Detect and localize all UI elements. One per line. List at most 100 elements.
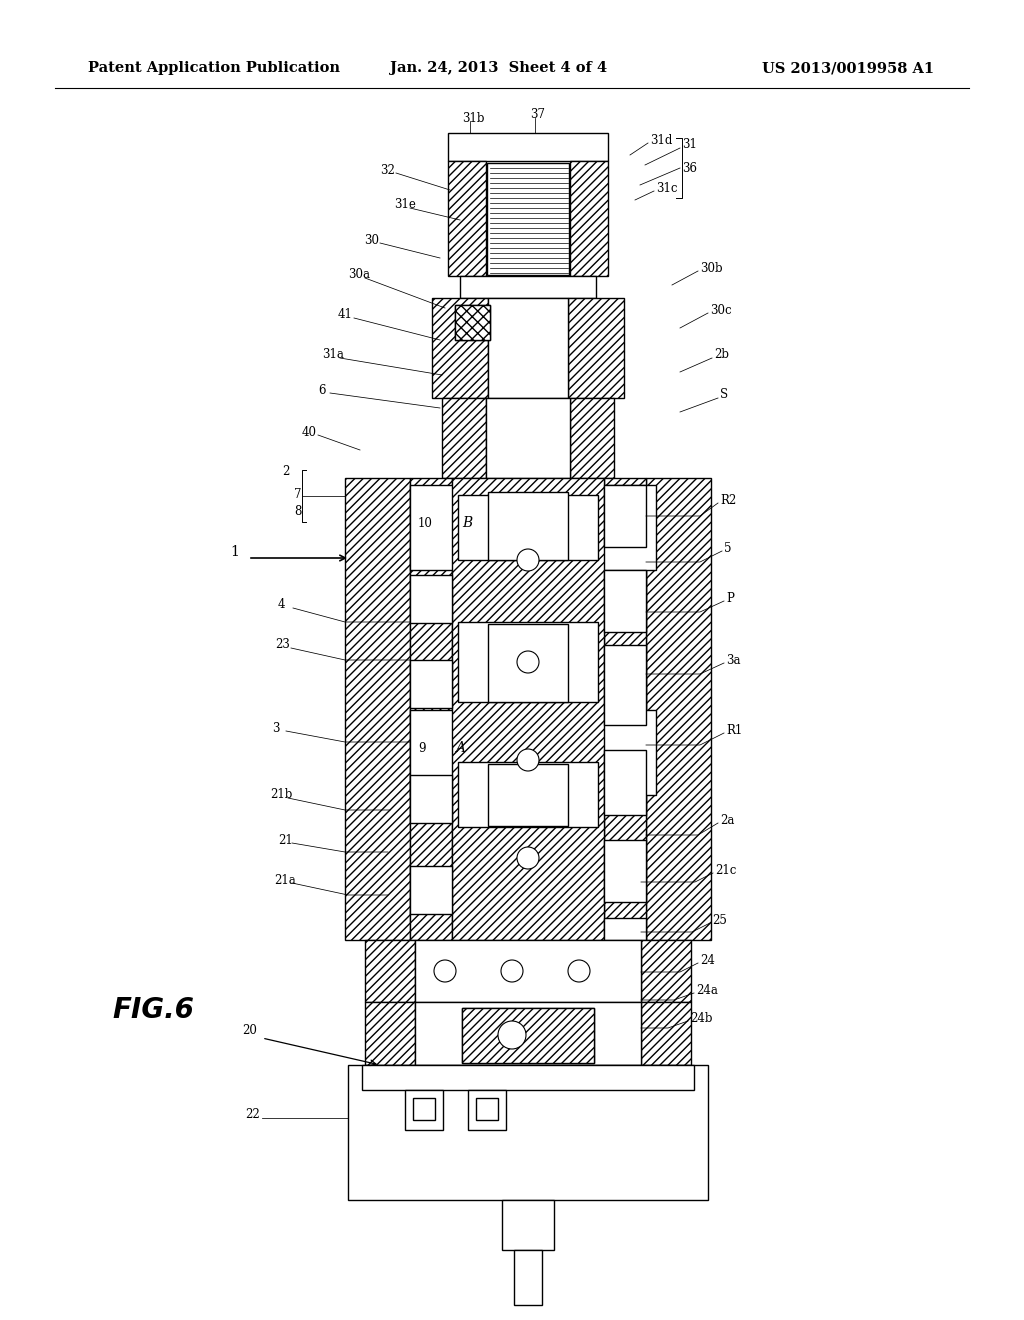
Text: B: B [462,516,472,531]
Text: R1: R1 [726,723,742,737]
Text: 30a: 30a [348,268,370,281]
Bar [488,492,568,560]
Text: 21b: 21b [270,788,293,801]
Bar [458,622,598,702]
Bar [641,940,691,1002]
Text: 41: 41 [338,309,353,322]
Bar [488,624,568,702]
Text: 8: 8 [294,506,301,517]
Bar [345,478,410,940]
Circle shape [517,549,539,572]
Bar [646,478,711,940]
Bar [487,162,569,275]
Text: 30: 30 [364,234,379,247]
Bar [568,298,624,399]
Text: 6: 6 [318,384,326,396]
Circle shape [498,1020,526,1049]
Text: S: S [720,388,728,401]
Circle shape [517,748,539,771]
Text: A: A [455,741,465,755]
Bar [502,1200,554,1250]
Text: 21c: 21c [715,863,736,876]
Text: 9: 9 [418,742,426,755]
Circle shape [501,960,523,982]
Text: 22: 22 [245,1109,260,1122]
Bar [604,917,646,940]
Text: 24b: 24b [690,1011,713,1024]
Bar [455,305,490,341]
Text: 7: 7 [294,488,301,502]
Bar [410,576,452,623]
Bar [432,298,488,399]
Bar [476,1098,498,1119]
Bar [449,133,608,161]
Bar [415,940,641,1002]
Text: 30c: 30c [710,304,731,317]
Text: 31e: 31e [394,198,416,211]
Text: Patent Application Publication: Patent Application Publication [88,61,340,75]
Text: P: P [726,591,734,605]
Bar [415,1002,641,1065]
Text: 37: 37 [530,108,545,121]
Bar [604,570,646,632]
Bar [486,399,570,478]
Bar [488,764,568,826]
Bar [462,1008,594,1063]
Bar [348,1065,708,1200]
Bar [410,775,452,822]
Bar [604,750,646,814]
Text: 3: 3 [272,722,280,734]
Text: 32: 32 [380,164,395,177]
Text: 30b: 30b [700,261,723,275]
Text: 4: 4 [278,598,286,611]
Bar [406,1090,443,1130]
Text: 2a: 2a [720,813,734,826]
Bar [410,660,452,708]
Bar [488,298,568,399]
Bar [362,1065,694,1090]
Text: 3a: 3a [726,653,740,667]
Circle shape [434,960,456,982]
Bar [641,1002,691,1065]
Text: 2b: 2b [714,348,729,362]
Text: 2: 2 [282,465,290,478]
Circle shape [568,960,590,982]
Text: Jan. 24, 2013  Sheet 4 of 4: Jan. 24, 2013 Sheet 4 of 4 [390,61,607,75]
Bar [604,645,646,725]
Bar [570,161,608,276]
Bar [462,1008,594,1063]
Bar [604,484,646,546]
Bar [604,840,646,902]
Text: 31d: 31d [650,133,673,147]
Bar [410,484,656,570]
Circle shape [517,847,539,869]
Text: 24a: 24a [696,983,718,997]
Bar [458,762,598,828]
Text: 21a: 21a [274,874,296,887]
Bar [410,710,656,795]
Bar [460,276,596,298]
Text: 36: 36 [682,161,697,174]
Bar [365,940,415,1002]
Bar [468,1090,506,1130]
Text: 20: 20 [242,1023,257,1036]
Text: R2: R2 [720,494,736,507]
Text: US 2013/0019958 A1: US 2013/0019958 A1 [762,61,934,75]
Bar [452,478,604,940]
Bar [514,1250,542,1305]
Text: FIG.6: FIG.6 [112,997,194,1024]
Bar [442,399,486,478]
Text: 1: 1 [230,545,239,558]
Bar [410,478,452,940]
Bar [458,495,598,560]
Text: 10: 10 [418,517,433,531]
Text: 31a: 31a [322,348,344,362]
Bar [413,1098,435,1119]
Text: 31b: 31b [462,111,484,124]
Bar [365,1002,415,1065]
Text: 40: 40 [302,425,317,438]
Circle shape [517,651,539,673]
Bar [604,478,646,940]
Bar [570,399,614,478]
Bar [449,161,486,276]
